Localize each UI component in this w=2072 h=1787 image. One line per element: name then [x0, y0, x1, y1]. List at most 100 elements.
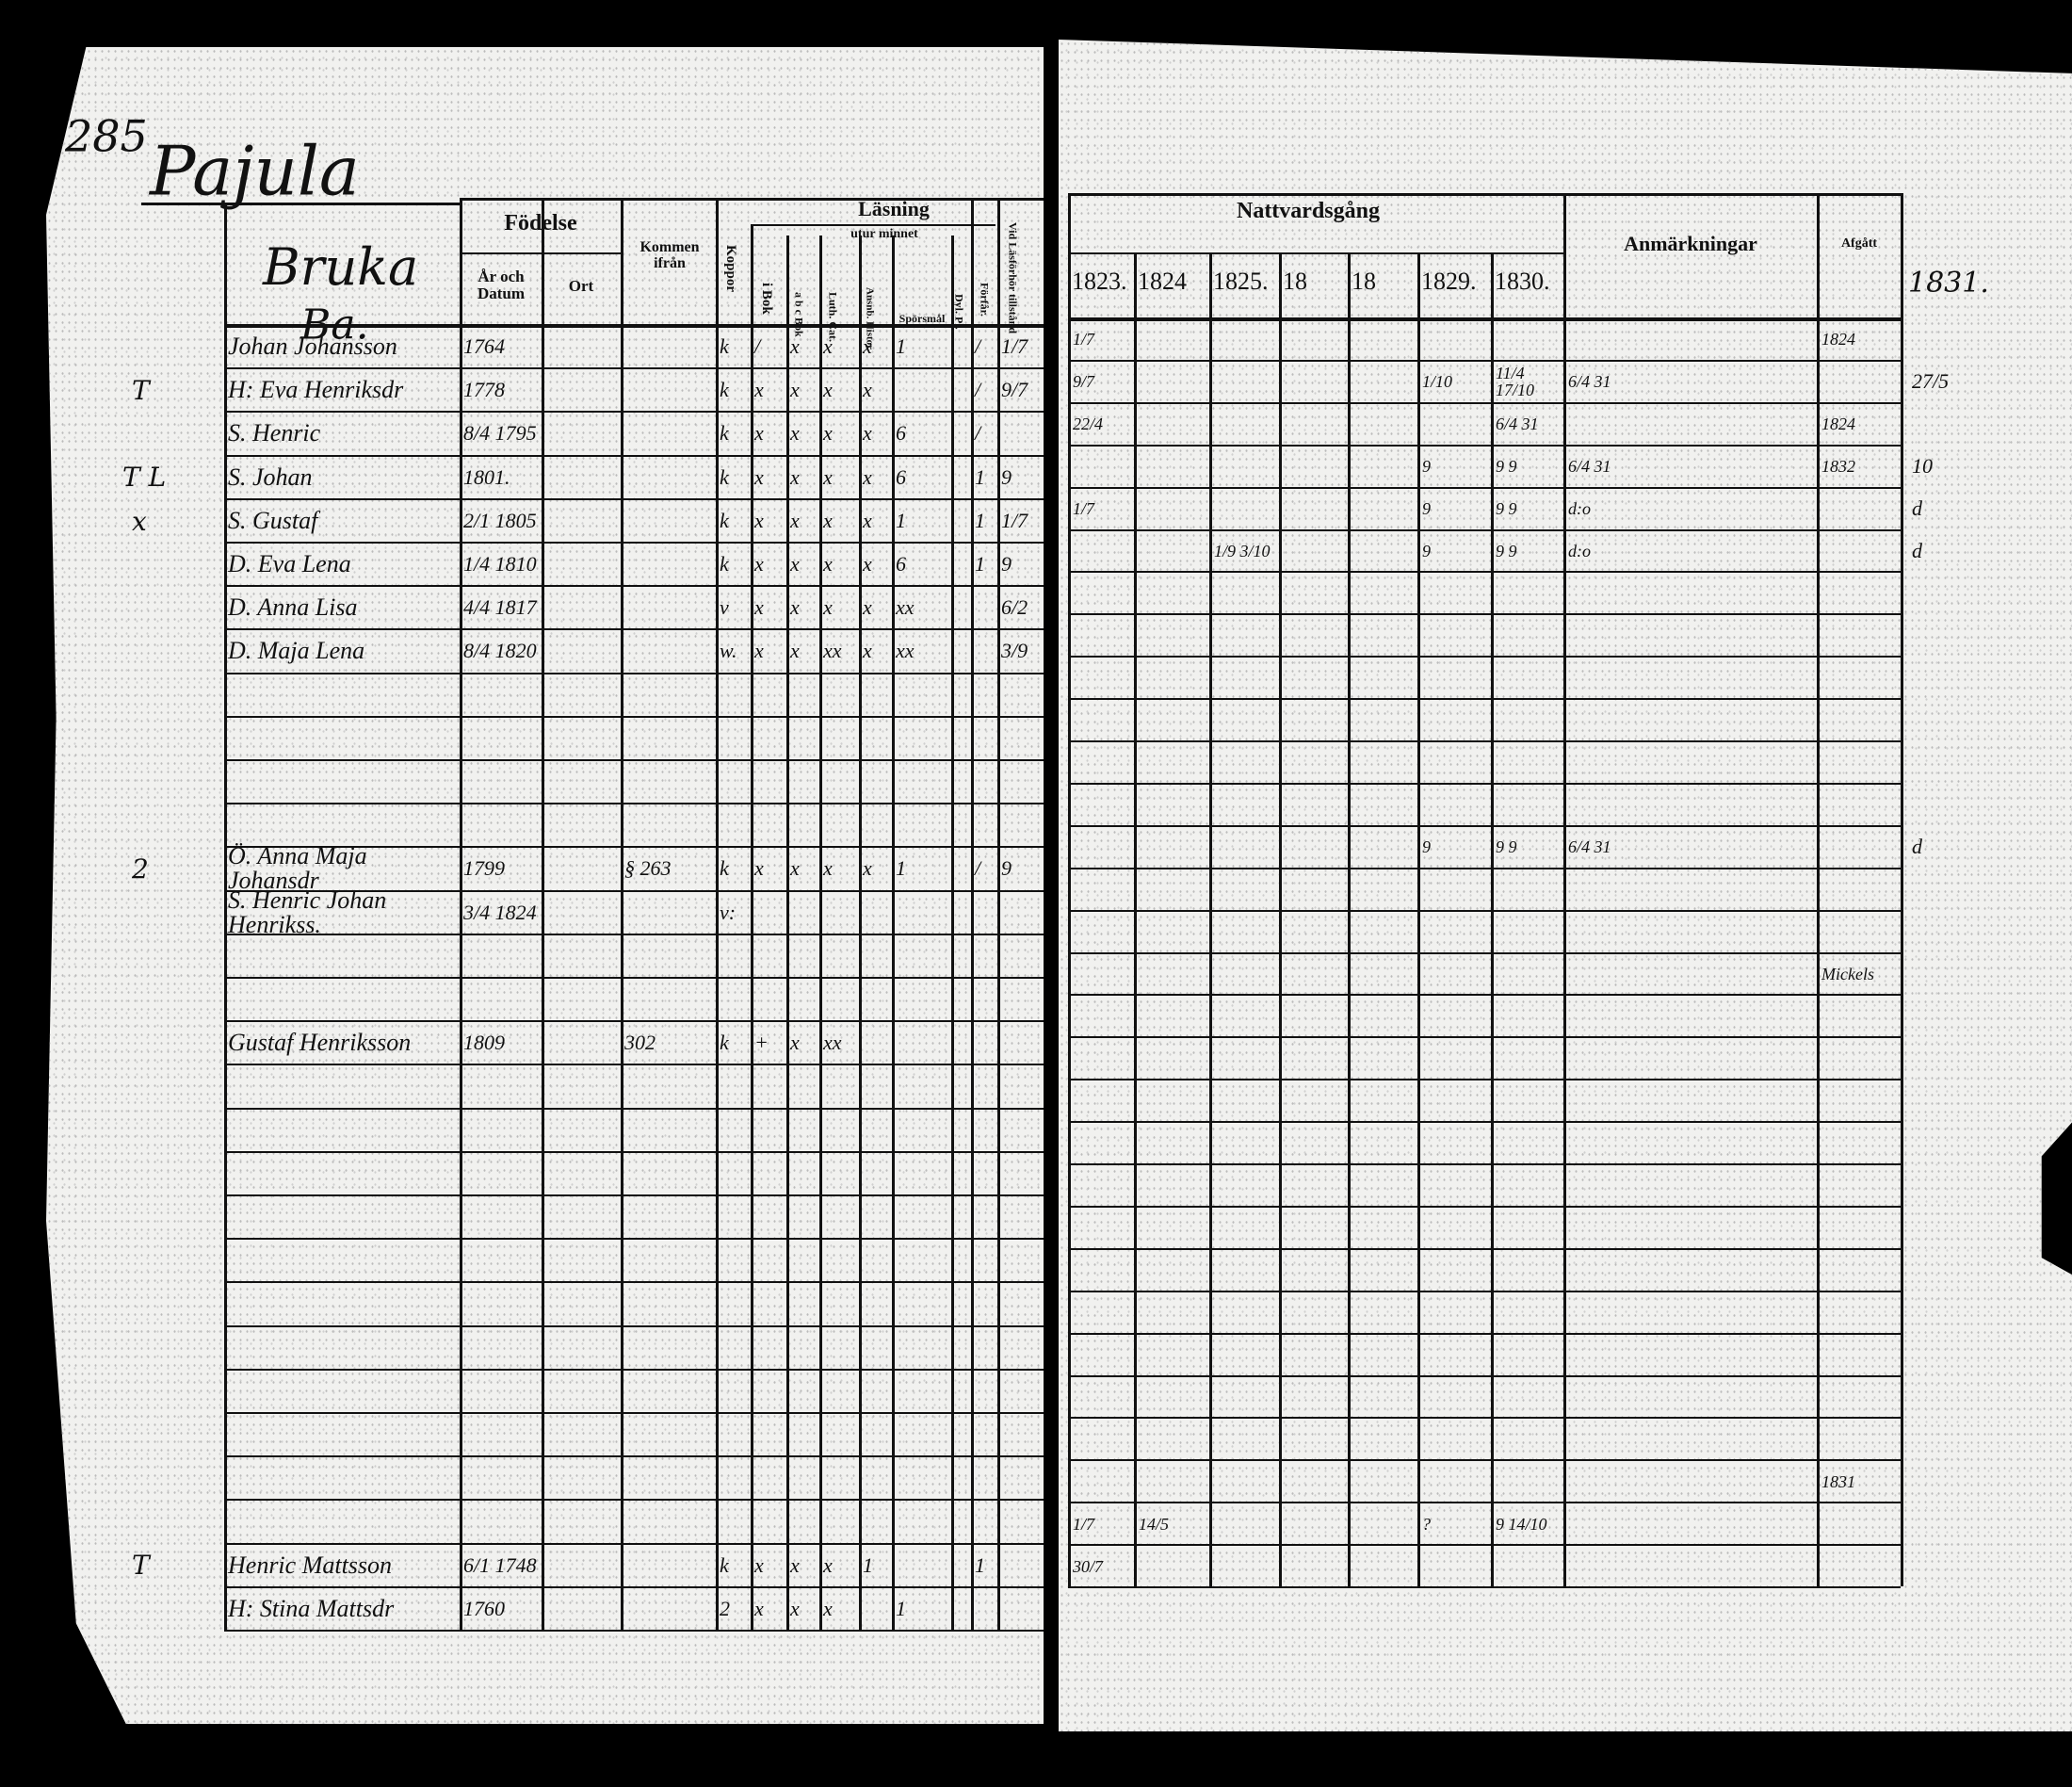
row-line	[1068, 401, 1901, 404]
row-line	[1068, 1417, 1901, 1420]
row-line	[224, 542, 1044, 544]
register-cell-name: S. Henric Johan Henrikss.	[228, 885, 387, 938]
column-divider	[1491, 252, 1494, 1586]
row-line	[1068, 867, 1901, 869]
register-cell-y1823: 1/7	[1073, 499, 1095, 519]
register-cell-koppor: k	[720, 1031, 729, 1055]
register-cell-y1830: 9 9	[1496, 837, 1517, 857]
row-line	[1068, 1290, 1901, 1292]
row-line	[224, 1542, 1044, 1545]
row-line	[1068, 1036, 1901, 1039]
row-line	[1068, 909, 1901, 912]
register-cell-anm: 6/4 31	[1568, 837, 1611, 857]
row-line	[1068, 1586, 1901, 1588]
register-cell-y1829: 9	[1422, 837, 1431, 857]
left-page: 285 Pajula Bruka Ba. Födelse År och Datu…	[46, 47, 1044, 1724]
register-cell-name: Henric Mattsson	[228, 1551, 393, 1579]
register-cell-forfar: 1	[975, 552, 985, 577]
row-line	[1068, 1374, 1901, 1377]
row-line	[224, 367, 1044, 370]
column-divider	[1044, 198, 1046, 1630]
header-afgatt: Afgått	[1840, 236, 1878, 251]
right-page: Nattvardsgång Anmärkningar Afgått 1831. …	[1059, 40, 2072, 1731]
register-cell-luth: x	[823, 421, 833, 446]
register-cell-koppor: k	[720, 508, 729, 532]
header-i-bok: i Bok	[758, 283, 774, 315]
column-divider	[542, 198, 544, 1630]
row-line	[224, 1368, 1044, 1371]
register-cell-koppor: 2	[720, 1596, 730, 1620]
register-cell-y1830: 9 9	[1496, 457, 1517, 477]
register-cell-name: D. Anna Lisa	[228, 593, 358, 622]
row-line	[1068, 486, 1901, 489]
register-cell-ansnb: x	[863, 421, 872, 446]
column-divider	[621, 198, 623, 1630]
row-line	[1068, 951, 1901, 954]
header-ansnb-hist: Ansnb. Histor.	[864, 287, 876, 351]
register-cell-ibok: x	[754, 1596, 764, 1620]
register-cell-abc: x	[790, 1552, 800, 1577]
row-line	[1068, 528, 1901, 531]
row-line	[224, 628, 1044, 631]
register-cell-name: D. Maja Lena	[228, 637, 365, 665]
register-cell-abc: x	[790, 1031, 800, 1055]
row-line	[224, 889, 1044, 892]
row-line	[224, 497, 1044, 500]
register-cell-name: H: Stina Mattsdr	[228, 1594, 395, 1622]
margin-mark: 2	[132, 853, 149, 885]
register-cell-ansnb: x	[863, 552, 872, 577]
header-utur-minnet: utur minnet	[850, 227, 918, 241]
register-cell-abc: x	[790, 856, 800, 881]
register-cell-y1829: 9	[1422, 457, 1431, 477]
register-cell-abc: x	[790, 595, 800, 620]
register-cell-y1830: 11/4 17/10	[1496, 364, 1535, 400]
row-line	[1068, 1544, 1901, 1547]
register-cell-vid: 1/7	[1001, 508, 1028, 532]
register-cell-forfar: /	[975, 378, 981, 402]
register-cell-ibok: x	[754, 595, 764, 620]
register-cell-spors: 1	[896, 856, 906, 881]
register-cell-luth: x	[823, 552, 833, 577]
row-line	[224, 1630, 1044, 1632]
register-cell-ansnb: x	[863, 595, 872, 620]
register-cell-birth: 1778	[463, 378, 505, 402]
register-cell-afgatt: 1832	[1821, 457, 1855, 477]
header-ar-och-datum: År och Datum	[477, 268, 526, 302]
register-cell-koppor: k	[720, 856, 729, 881]
register-cell-name: Gustaf Henriksson	[228, 1029, 412, 1057]
row-line	[1068, 613, 1901, 616]
register-cell-vid: 6/2	[1001, 595, 1028, 620]
register-cell-birth: 1809	[463, 1031, 505, 1055]
register-cell-vid: 9	[1001, 856, 1012, 881]
register-cell-spors: 6	[896, 421, 906, 446]
header-year: 18	[1283, 268, 1307, 295]
row-line	[224, 977, 1044, 979]
register-cell-anm: d:o	[1568, 499, 1591, 519]
register-cell-koppor: k	[720, 1552, 729, 1577]
margin-mark: T	[132, 1550, 150, 1582]
margin-mark: x	[132, 505, 147, 537]
header-year: 1825.	[1213, 268, 1269, 295]
margin-mark: T	[132, 375, 150, 407]
register-cell-vid: 9/7	[1001, 378, 1028, 402]
row-line	[1068, 782, 1901, 785]
row-line	[224, 1020, 1044, 1023]
register-cell-abc: x	[790, 421, 800, 446]
column-divider	[1279, 252, 1282, 1586]
column-divider	[1348, 252, 1351, 1586]
register-cell-birth: 8/4 1820	[463, 639, 537, 663]
header-vid-tillstand: Vid Läsförhör tillstånd	[1006, 221, 1020, 334]
register-cell-koppor: w.	[720, 639, 737, 663]
row-line	[1068, 1163, 1901, 1165]
row-line	[1068, 698, 1901, 701]
register-cell-anm: 6/4 31	[1568, 372, 1611, 392]
nattvard-sub-line	[1068, 252, 1563, 254]
register-cell-luth: x	[823, 464, 833, 489]
header-ort: Ort	[568, 277, 594, 295]
row-line	[1068, 1332, 1901, 1335]
register-cell-abc: x	[790, 378, 800, 402]
register-cell-ibok: x	[754, 421, 764, 446]
register-cell-ibok: x	[754, 552, 764, 577]
row-line	[224, 1412, 1044, 1414]
register-cell-birth: 1764	[463, 334, 505, 359]
